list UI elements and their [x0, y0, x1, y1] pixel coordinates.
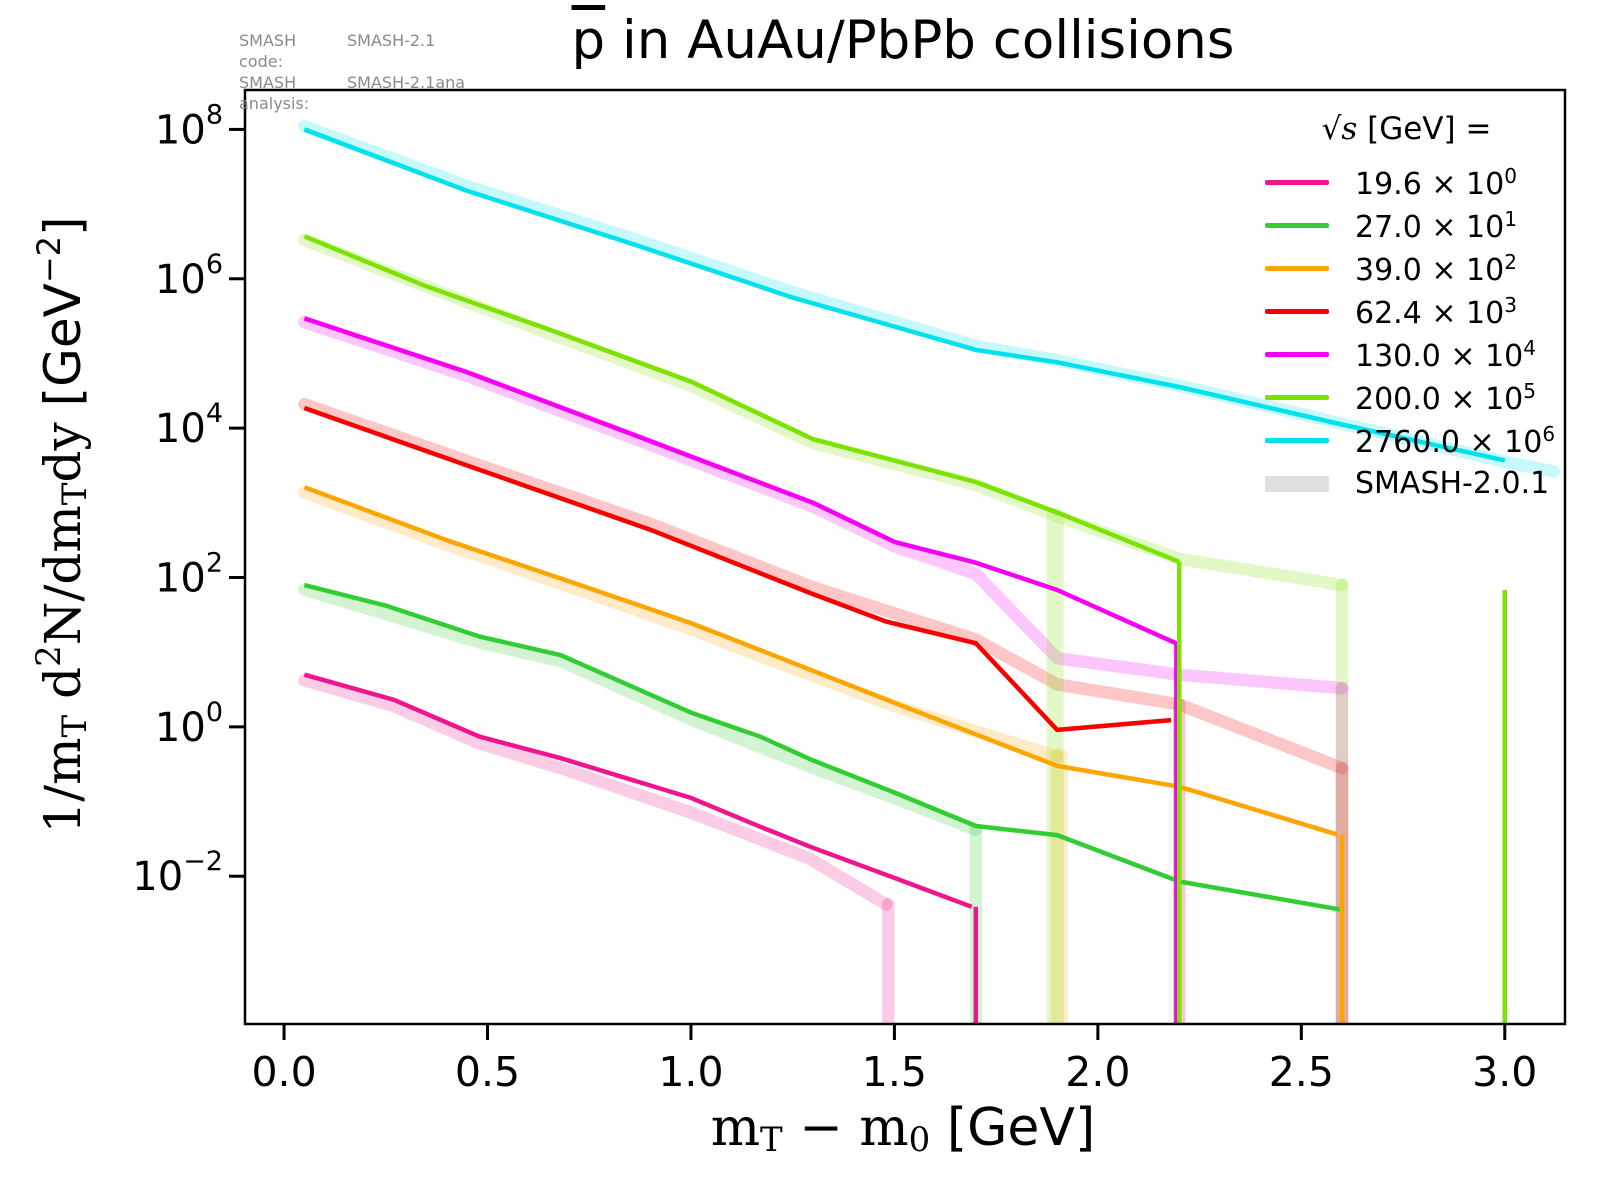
legend-entry-label: 2760.0 × 106 — [1355, 421, 1556, 460]
series-group — [298, 120, 1560, 1024]
x-tick-label: 2.5 — [1269, 1048, 1334, 1096]
legend-line-swatch — [1265, 266, 1329, 271]
band-smash201-62.4 — [298, 397, 1349, 775]
band-smash201-200.0 — [298, 233, 1349, 592]
line-sqrts-39.0 — [303, 485, 1339, 837]
legend-entry-27.0: 27.0 × 101 — [1253, 204, 1560, 247]
legend-line-swatch — [1265, 395, 1329, 400]
x-axis-label: mT − m0 [GeV] — [710, 1098, 1096, 1160]
smash-analysis-value: SMASH-2.1ana — [347, 73, 466, 92]
legend-entry-label: 130.0 × 104 — [1355, 335, 1537, 374]
legend-entry-19.6: 19.6 × 100 — [1253, 161, 1560, 204]
band-smash201-27.0 — [298, 583, 983, 836]
legend-entry-label: 200.0 × 105 — [1355, 378, 1537, 417]
band-smash201-130.0 — [298, 315, 1349, 695]
sqrt-s-symbol: √s — [1321, 111, 1358, 147]
smash-code-value: SMASH-2.1 — [347, 31, 436, 50]
x-tick-label: 2.0 — [1065, 1048, 1130, 1096]
legend-entry-39.0: 39.0 × 102 — [1253, 247, 1560, 290]
y-tick-label: 104 — [155, 398, 223, 452]
pbar-symbol: p — [571, 10, 606, 71]
y-tick-label: 10−2 — [132, 846, 223, 900]
axes-spines — [243, 88, 1567, 1026]
x-tick-label: 1.5 — [862, 1048, 927, 1096]
line-sqrts-27.0 — [303, 582, 1343, 913]
chart-title: p in AuAu/PbPb collisions — [572, 10, 1235, 71]
line-sqrts-130.0 — [303, 316, 1181, 647]
legend-entry-62.4: 62.4 × 103 — [1253, 290, 1560, 333]
legend: √s [GeV] = 19.6 × 100 27.0 × 101 39.0 × 10… — [1253, 103, 1560, 505]
line-sqrts-19.6 — [303, 672, 973, 909]
smash-code-label: SMASH code: — [239, 31, 297, 71]
legend-entry-200.0: 200.0 × 105 — [1253, 376, 1560, 419]
x-tick-label: 0.5 — [455, 1048, 520, 1096]
x-tick-label: 0.0 — [251, 1048, 316, 1096]
legend-entry-label: 19.6 × 100 — [1355, 163, 1517, 202]
line-sqrts-62.4 — [303, 405, 1172, 733]
band-smash201-39.0 — [298, 486, 1064, 763]
legend-entry-label: SMASH-2.0.1 — [1355, 466, 1550, 501]
legend-entry-label: 27.0 × 101 — [1355, 206, 1517, 245]
legend-entry-label: 39.0 × 102 — [1355, 249, 1517, 288]
legend-entry-label: 62.4 × 103 — [1355, 292, 1517, 331]
x-tick-label: 3.0 — [1472, 1048, 1537, 1096]
y-axis-label: 1/mT d2N/dmTdy [GeV−2] — [29, 216, 95, 834]
legend-entry-130.0: 130.0 × 104 — [1253, 333, 1560, 376]
y-tick-label: 100 — [155, 697, 223, 751]
legend-title: √s [GeV] = — [1321, 111, 1492, 147]
legend-line-swatch — [1265, 223, 1329, 228]
y-tick-label: 102 — [155, 547, 223, 601]
legend-line-swatch — [1265, 180, 1329, 185]
x-tick-label: 1.0 — [658, 1048, 723, 1096]
legend-entry-2760.0: 2760.0 × 106 — [1253, 419, 1560, 462]
legend-band-swatch — [1265, 475, 1329, 492]
legend-line-swatch — [1265, 352, 1329, 357]
y-tick-label: 106 — [155, 249, 223, 303]
legend-line-swatch — [1265, 309, 1329, 314]
legend-entry-smash-2.0.1: SMASH-2.0.1 — [1253, 462, 1560, 505]
line-sqrts-200.0 — [303, 234, 1181, 564]
line-sqrts-2760.0 — [303, 127, 1506, 463]
y-tick-label: 108 — [155, 99, 223, 153]
band-smash201-19.6 — [298, 674, 893, 911]
legend-line-swatch — [1265, 438, 1329, 443]
smash-version-annotation: SMASH code: SMASH-2.1 SMASH analysis: SM… — [239, 30, 465, 114]
smash-analysis-label: SMASH analysis: — [239, 73, 310, 113]
title-text: in AuAu/PbPb collisions — [605, 10, 1235, 71]
